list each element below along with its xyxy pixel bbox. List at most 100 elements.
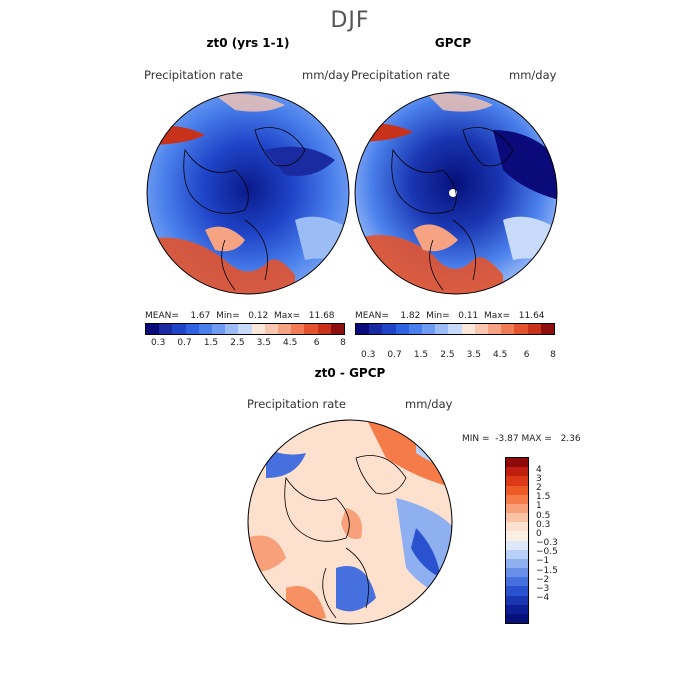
colorbar-tick-label: 0.3 [151,338,166,348]
polar-map-model [146,91,350,295]
mean-value: 1.67 [190,311,211,321]
colorbar-model-ticks: 0.3 0.7 1.5 2.5 3.5 4.5 6 8 [145,338,346,350]
min-value: 0.12 [248,311,269,321]
diff-colorbar-labels: 4 3 2 1.5 1 0.5 0.3 0 −0.3 −0.5 −1 −1.5 −2 −3 −4 [536,457,576,622]
diff-variable-label: Precipitation rate [247,397,346,411]
colorbar-swatch [238,324,252,334]
colorbar-tick-label: 2.5 [230,338,245,348]
colorbar-tick-label: 6 [313,338,320,348]
colorbar-swatch [501,324,515,334]
panel-model-stats: MEAN= 1.67 Min= 0.12 Max= 11.68 [145,311,335,321]
colorbar-tick-label: 1.5 [413,350,429,360]
min-value: 0.11 [458,311,479,321]
colorbar-swatch [172,324,186,334]
diff-colorbar-swatch [506,577,528,587]
colorbar-swatch [225,324,239,334]
diff-colorbar-label: −0.3 [536,538,558,549]
colorbar-obs [355,323,555,335]
colorbar-swatch [422,324,436,334]
diff-colorbar-swatch [506,467,528,477]
mean-label: MEAN= [355,311,389,321]
diff-colorbar-swatch [506,485,528,495]
diff-colorbar-label: 0 [536,528,542,539]
max-label: Max= [274,311,301,321]
colorbar-tick-label: 2.5 [440,350,455,360]
diff-max-label: MAX = [521,434,552,444]
colorbar-tick-label: 0.7 [387,350,402,360]
panel-obs-stats: MEAN= 1.82 Min= 0.11 Max= 11.64 [355,311,545,321]
diff-colorbar-swatch [506,513,528,523]
colorbar-swatch [514,324,528,334]
colorbar-swatch [185,324,199,334]
mean-value: 1.82 [400,311,421,321]
panel-title-obs: GPCP [434,36,472,50]
colorbar-swatch [408,324,423,334]
colorbar-tick-label: 0.3 [361,350,376,360]
colorbar-swatch [212,324,226,334]
colorbar-swatch [395,324,409,334]
colorbar-swatch [435,324,449,334]
max-value: 11.68 [308,311,335,321]
panel-model-variable-label: Precipitation rate [144,68,243,82]
max-label: Max= [484,311,511,321]
colorbar-swatch [198,324,213,334]
colorbar-obs-ticks: 0.3 0.7 1.5 2.5 3.5 4.5 6 8 [355,350,556,362]
colorbar-swatch [159,324,173,334]
panel-obs-variable-label: Precipitation rate [351,68,450,82]
diff-stats: MIN = -3.87 MAX = 2.36 [462,434,581,444]
colorbar-model [145,323,345,335]
diff-colorbar-label: 3 [536,473,542,484]
colorbar-tick-label: 8 [550,350,556,360]
diff-colorbar-swatch [506,503,528,514]
diff-colorbar-swatch [506,540,528,550]
diff-colorbar-label: −0.5 [536,547,558,558]
colorbar-swatch [540,324,555,334]
diff-colorbar-label: −2 [536,574,550,585]
panel-obs-units-label: mm/day [509,68,557,82]
diff-colorbar-swatch [506,586,528,596]
panel-title-model: zt0 (yrs 1-1) [206,36,290,50]
diff-max-value: 2.36 [560,434,581,444]
diff-colorbar-swatch [506,568,528,578]
diff-panel-title: zt0 - GPCP [314,366,386,380]
diff-colorbar-swatch [506,458,528,468]
polar-map-obs [354,91,558,295]
min-label: Min= [426,311,450,321]
diff-colorbar-label: −1 [536,556,550,567]
diff-colorbar-swatch [506,531,528,541]
colorbar-swatch [317,324,331,334]
diff-colorbar-swatch [506,549,528,559]
diff-colorbar-swatch [506,522,528,532]
min-label: Min= [216,311,240,321]
diff-colorbar [505,457,529,624]
diff-colorbar-swatch [506,494,528,504]
colorbar-swatch [251,324,265,334]
colorbar-tick-label: 4.5 [283,338,298,348]
colorbar-swatch [461,324,475,334]
diff-colorbar-label: 2 [536,483,542,494]
colorbar-swatch [448,324,462,334]
diff-min-value: -3.87 [495,434,519,444]
colorbar-swatch [264,324,279,334]
diff-colorbar-label: −4 [536,593,550,604]
diff-colorbar-label: 4 [536,464,542,475]
colorbar-swatch [291,324,305,334]
diff-colorbar-swatch [506,613,528,624]
colorbar-tick-label: 0.7 [177,338,192,348]
max-value: 11.64 [518,311,545,321]
colorbar-tick-label: 4.5 [493,350,508,360]
colorbar-tick-label: 3.5 [466,350,481,360]
page-title: DJF [330,8,370,33]
panel-model-units-label: mm/day [302,68,350,82]
diff-colorbar-label: 1.5 [536,492,551,503]
diff-colorbar-swatch [506,476,528,486]
diff-colorbar-label: −3 [536,583,550,594]
colorbar-swatch [278,324,292,334]
diff-min-label: MIN = [462,434,490,444]
colorbar-swatch [527,324,541,334]
diff-colorbar-swatch [506,595,528,605]
diff-units-label: mm/day [405,397,453,411]
colorbar-swatch [146,324,160,334]
polar-map-difference [247,419,453,625]
colorbar-swatch [356,324,370,334]
